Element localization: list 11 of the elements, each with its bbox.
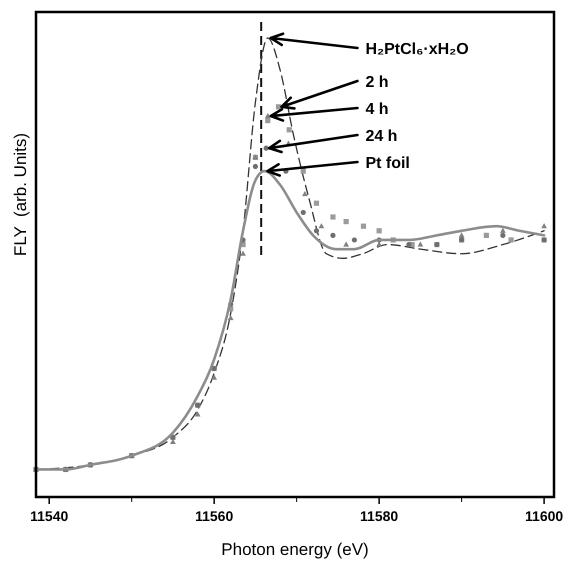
x-tick-label: 11600 [525,508,564,524]
x-axis-title: Photon energy (eV) [221,540,369,559]
x-tick-label: 11540 [30,508,68,524]
annotation: Pt foil [365,155,410,172]
annotation: 2 h [365,74,389,91]
x-tick-label: 11560 [195,508,234,524]
y-axis-title: FLY (arb. Units) [11,132,30,256]
x-tick-label: 11580 [360,508,398,524]
annotation: H₂PtCl₆·xH₂O [365,41,469,58]
annotation: 4 h [365,101,389,118]
annotation: 24 h [365,128,398,145]
